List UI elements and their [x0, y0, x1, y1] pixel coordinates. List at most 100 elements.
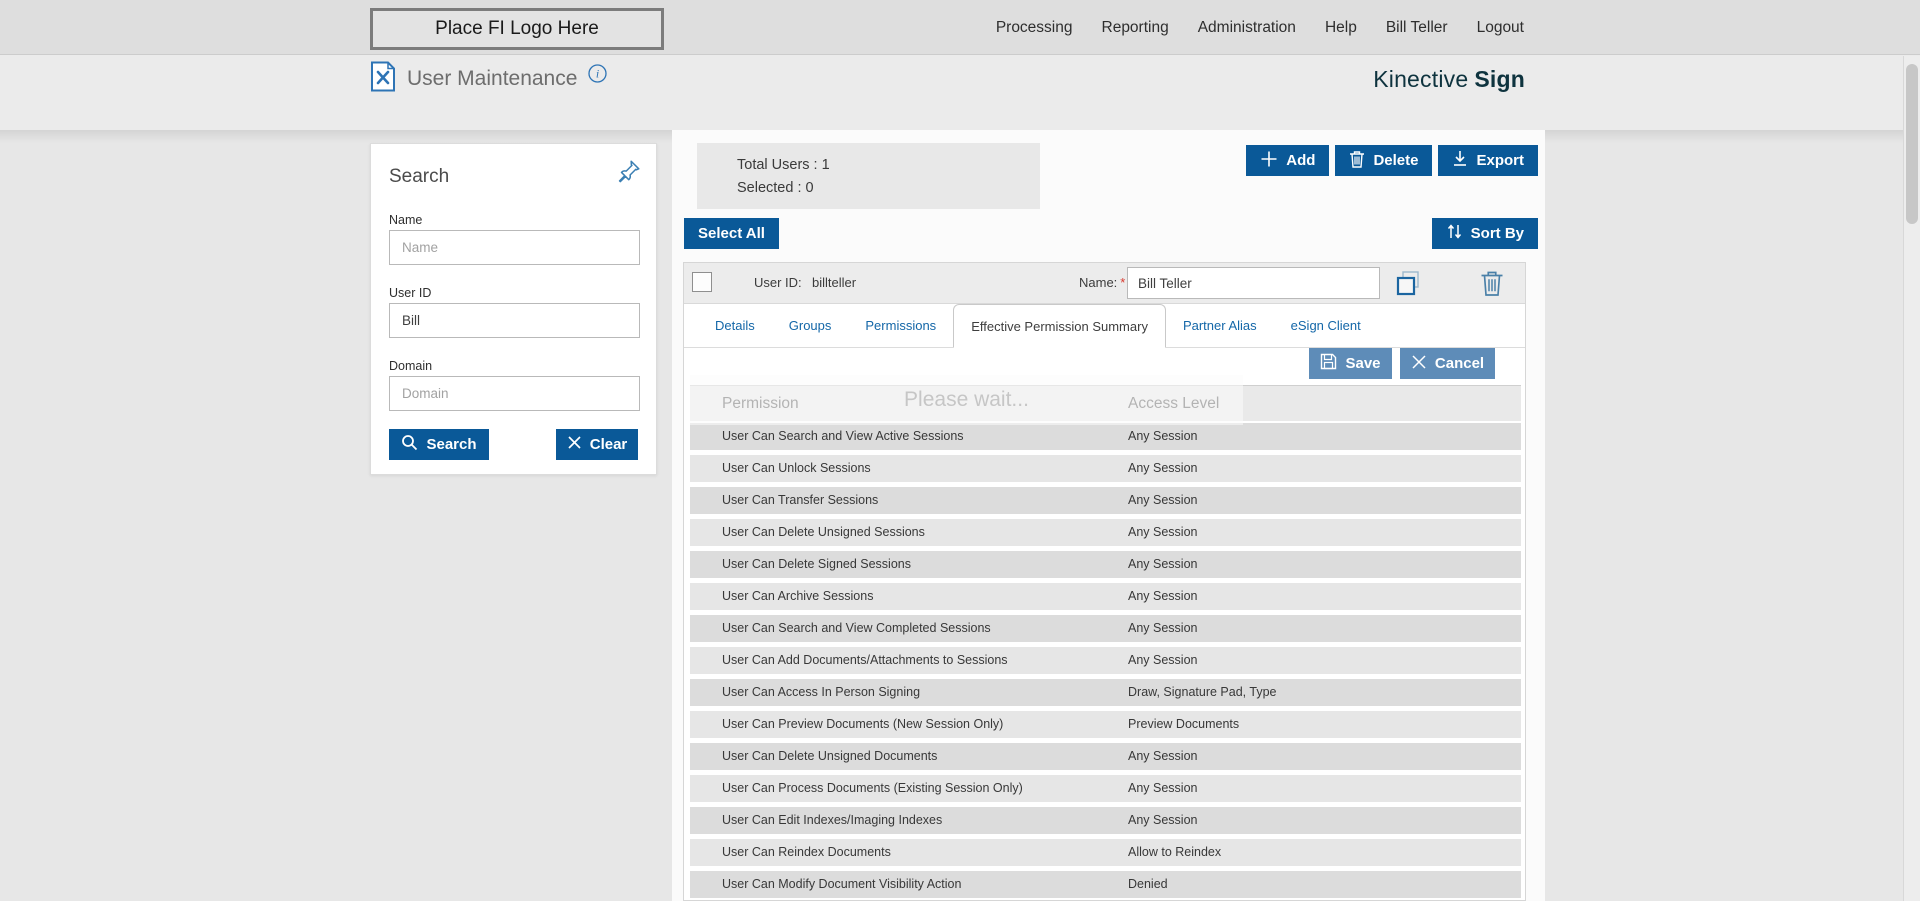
pin-icon[interactable]	[616, 158, 642, 184]
name-search-input[interactable]	[389, 230, 640, 265]
copy-user-icon[interactable]	[1394, 269, 1422, 302]
menu-item[interactable]: Bill Teller	[1385, 18, 1448, 36]
user-card-tabs: Details Groups Permissions Effective Permis…	[684, 304, 1525, 348]
user-name-input[interactable]	[1127, 267, 1380, 299]
table-row: User Can Add Documents/Attachments to Se…	[690, 647, 1521, 674]
sort-by-button[interactable]: Sort By	[1431, 218, 1538, 249]
cancel-button-label: Cancel	[1434, 355, 1485, 372]
permission-cell: User Can Delete Unsigned Documents	[722, 749, 938, 763]
permission-cell: User Can Access In Person Signing	[722, 685, 921, 699]
tab[interactable]: Partner Alias	[1182, 318, 1257, 333]
tab[interactable]: Permissions	[865, 318, 937, 333]
user-card-header: User ID: billteller Name: *	[684, 263, 1525, 304]
add-button[interactable]: Add	[1246, 145, 1330, 176]
tab[interactable]: Details	[715, 318, 755, 333]
total-users-value: 1	[821, 157, 830, 173]
access-level-cell: Any Session	[1128, 621, 1198, 635]
menu-item[interactable]: Logout	[1476, 18, 1524, 36]
save-disk-icon	[1320, 353, 1337, 374]
access-level-cell: Preview Documents	[1128, 717, 1240, 731]
user-maintenance-icon	[370, 61, 396, 97]
search-button[interactable]: Search	[389, 429, 489, 460]
access-level-cell: Any Session	[1128, 589, 1198, 603]
selected-line: Selected : 0	[737, 177, 1040, 200]
selected-label: Selected :	[737, 180, 802, 196]
permission-cell: User Can Reindex Documents	[722, 845, 891, 859]
access-level-cell: Any Session	[1128, 461, 1198, 475]
loading-overlay: Please wait...	[690, 375, 1243, 425]
table-row: User Can Process Documents (Existing Ses…	[690, 775, 1521, 802]
table-row: User Can Delete Unsigned Sessions Any Se…	[690, 519, 1521, 546]
plus-icon	[1260, 150, 1278, 172]
info-icon[interactable]: i	[588, 64, 608, 88]
add-button-label: Add	[1286, 152, 1316, 169]
name-field-label: Name: *	[1079, 275, 1125, 290]
access-level-cell: Any Session	[1128, 781, 1198, 795]
brand-regular: Kinective	[1373, 65, 1469, 92]
selected-value: 0	[805, 180, 814, 196]
access-level-cell: Any Session	[1128, 493, 1198, 507]
user-id-label: User ID	[389, 286, 432, 300]
total-users-line: Total Users : 1	[737, 154, 1040, 177]
tab[interactable]: Effective Permission Summary	[953, 304, 1166, 348]
table-row: User Can Reindex Documents Allow to Rein…	[690, 839, 1521, 866]
clear-button-label: Clear	[589, 436, 628, 453]
delete-user-icon[interactable]	[1480, 269, 1504, 302]
table-row: User Can Edit Indexes/Imaging Indexes An…	[690, 807, 1521, 834]
menu-item[interactable]: Help	[1324, 18, 1357, 36]
table-row: User Can Delete Unsigned Documents Any S…	[690, 743, 1521, 770]
access-level-cell: Denied	[1128, 877, 1168, 891]
table-row: User Can Search and View Completed Sessi…	[690, 615, 1521, 642]
scrollbar-track	[1903, 56, 1920, 901]
menu-item[interactable]: Administration	[1197, 18, 1296, 36]
table-row: User Can Modify Document Visibility Acti…	[690, 871, 1521, 898]
menu-item[interactable]: Reporting	[1101, 18, 1169, 36]
name-label-text: Name:	[1079, 275, 1118, 290]
cancel-button[interactable]: Cancel	[1400, 348, 1495, 379]
user-id-field-label: User ID:	[754, 275, 802, 290]
svg-text:i: i	[596, 67, 599, 81]
access-level-cell: Any Session	[1128, 813, 1198, 827]
trash-icon	[1349, 150, 1365, 172]
permission-cell: User Can Preview Documents (New Session …	[722, 717, 1004, 731]
domain-label: Domain	[389, 359, 433, 373]
required-mark: *	[1120, 275, 1126, 290]
user-select-checkbox[interactable]	[692, 272, 712, 292]
domain-search-input[interactable]	[389, 376, 640, 411]
user-id-search-input[interactable]	[389, 303, 640, 338]
permission-cell: User Can Delete Unsigned Sessions	[722, 525, 925, 539]
permission-cell: User Can Add Documents/Attachments to Se…	[722, 653, 1008, 667]
permission-cell: User Can Edit Indexes/Imaging Indexes	[722, 813, 943, 827]
tab[interactable]: eSign Client	[1290, 318, 1361, 333]
table-row: User Can Transfer Sessions Any Session	[690, 487, 1521, 514]
export-button[interactable]: Export	[1438, 145, 1538, 176]
permissions-table-body: User Can Search and View Active Sessions…	[690, 423, 1521, 901]
user-id-value: billteller	[812, 275, 857, 290]
select-all-label: Select All	[698, 225, 765, 242]
access-level-cell: Any Session	[1128, 749, 1198, 763]
menu-item[interactable]: Processing	[995, 18, 1073, 36]
save-button-label: Save	[1345, 355, 1381, 372]
table-row: User Can Delete Signed Sessions Any Sess…	[690, 551, 1521, 578]
tab[interactable]: Groups	[788, 318, 832, 333]
access-level-cell: Draw, Signature Pad, Type	[1128, 685, 1277, 699]
delete-button[interactable]: Delete	[1335, 145, 1433, 176]
table-row: User Can Access In Person Signing Draw, …	[690, 679, 1521, 706]
permission-cell: User Can Search and View Completed Sessi…	[722, 621, 991, 635]
table-row: User Can Preview Documents (New Session …	[690, 711, 1521, 738]
search-button-label: Search	[426, 436, 477, 453]
download-icon	[1452, 150, 1468, 171]
tab-content: Save Cancel Permission Access Level User…	[684, 348, 1525, 901]
clear-button[interactable]: Clear	[556, 429, 638, 460]
select-all-button[interactable]: Select All	[684, 218, 779, 249]
brand-bold: Sign	[1474, 65, 1525, 92]
user-actions-toolbar: Add Delete Export	[1246, 145, 1538, 176]
save-button[interactable]: Save	[1309, 348, 1392, 379]
permission-cell: User Can Modify Document Visibility Acti…	[722, 877, 962, 891]
page-title: User Maintenance	[407, 67, 578, 90]
top-navigation-bar: Place FI Logo Here Processing Reporting Ad…	[0, 0, 1920, 55]
scrollbar-thumb[interactable]	[1906, 64, 1918, 224]
brand-logo: Kinective Sign	[1373, 55, 1525, 103]
table-row: User Can Unlock Sessions Any Session	[690, 455, 1521, 482]
